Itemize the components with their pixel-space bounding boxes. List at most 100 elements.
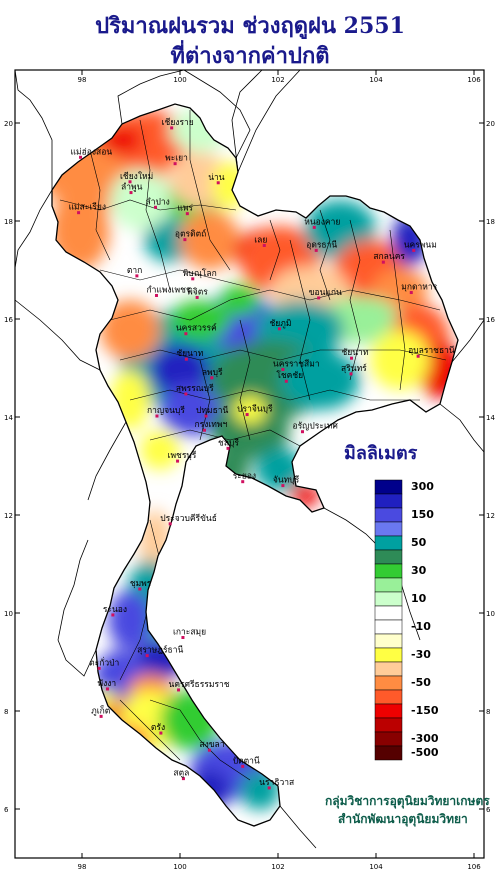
- province-boundary: [189, 110, 231, 271]
- station-marker: [135, 274, 139, 278]
- place-label: ชุมพร: [130, 579, 152, 589]
- map-frame: [14, 69, 485, 859]
- place-label: แม่สะเรียง: [69, 202, 106, 213]
- neighbor-border: [117, 69, 185, 125]
- station-marker: [314, 248, 318, 252]
- station-marker: [226, 446, 230, 450]
- lat-label-right: 6: [486, 806, 491, 814]
- rainfall-contour: [110, 110, 190, 170]
- station-marker: [168, 522, 172, 526]
- color-legend: 300 150 50 30 10 -10 -30 -50 -150 -300-500: [374, 479, 439, 761]
- neighbor-border: [183, 69, 251, 159]
- legend-swatch: [374, 633, 403, 649]
- legend-swatch: [374, 521, 403, 537]
- province-boundary: [109, 289, 441, 321]
- place-label: นครศรีธรรมราช: [169, 679, 230, 690]
- place-label: อุดรธานี: [306, 239, 337, 250]
- rainfall-contour: [234, 396, 266, 424]
- legend-swatch: [374, 591, 403, 607]
- legend-unit: มิลลิเมตร: [344, 443, 418, 464]
- place-label: โชคชัย: [276, 370, 303, 381]
- station-marker: [97, 666, 101, 670]
- neighbor-border: [57, 639, 97, 677]
- place-label: นครราชสีมา: [273, 358, 320, 369]
- place-label: เชียงใหม่: [120, 171, 153, 182]
- station-marker: [77, 211, 81, 215]
- place-label: ระนอง: [103, 605, 127, 615]
- legend-label: 30: [411, 564, 427, 577]
- station-marker: [170, 126, 174, 130]
- place-label: ลพบุรี: [202, 367, 223, 378]
- rainfall-contour: [170, 300, 230, 340]
- province-boundary: [149, 429, 301, 447]
- neighbor-border: [279, 805, 317, 849]
- legend-label: 50: [411, 536, 427, 549]
- legend-label: -150: [411, 704, 439, 717]
- station-marker: [262, 244, 266, 247]
- province-boundary: [119, 699, 181, 761]
- station-marker: [181, 777, 185, 781]
- lat-label-right: 12: [486, 512, 495, 520]
- place-label: นราธิวาส: [259, 778, 295, 788]
- station-marker: [281, 484, 285, 488]
- station-marker: [284, 379, 288, 383]
- legend-swatch: [374, 647, 403, 663]
- place-label: สตูล: [173, 769, 189, 779]
- rainfall-contour: [256, 448, 304, 492]
- station-marker: [350, 356, 353, 360]
- station-marker: [204, 414, 208, 418]
- station-marker: [349, 372, 353, 376]
- station-marker: [111, 613, 115, 617]
- legend-label: -300: [411, 732, 439, 745]
- station-marker: [145, 654, 149, 658]
- rainfall-contour: [291, 483, 319, 507]
- place-label: จันทบุรี: [273, 475, 300, 486]
- place-label: พังงา: [97, 679, 116, 689]
- legend-label: 300: [411, 480, 434, 493]
- station-marker: [159, 731, 163, 735]
- place-label: เพชรบุรี: [168, 450, 197, 461]
- lon-label-bottom: 102: [271, 863, 284, 871]
- station-marker: [176, 459, 180, 463]
- place-label: ลำปาง: [146, 197, 170, 207]
- station-marker: [99, 714, 103, 718]
- rainfall-contour: [100, 300, 160, 360]
- place-label: อรัญประเทศ: [293, 422, 339, 432]
- station-marker: [191, 277, 195, 281]
- lat-label-left: 14: [4, 414, 13, 422]
- lat-label-right: 20: [486, 120, 495, 128]
- lat-label-left: 12: [4, 512, 13, 520]
- legend-swatch: [374, 605, 403, 621]
- legend-swatch: [374, 745, 403, 761]
- legend-label: -10: [411, 620, 431, 633]
- province-boundary: [129, 389, 420, 401]
- lon-label-bottom: 104: [369, 863, 383, 871]
- place-label: แม่ฮ่องสอน: [71, 147, 113, 157]
- neighbor-border: [14, 299, 101, 371]
- map-subtitle: ที่ต่างจากค่าปกติ: [170, 43, 330, 69]
- lat-label-right: 18: [486, 218, 495, 226]
- lon-label-bottom: 106: [467, 863, 481, 871]
- rainfall-contour: [108, 590, 152, 650]
- province-boundary: [139, 119, 171, 291]
- place-label: พิจิตร: [187, 287, 208, 297]
- rainfall-contour: [170, 108, 230, 152]
- province-boundary: [99, 269, 261, 291]
- lat-label-left: 6: [4, 806, 9, 814]
- province-boundary: [349, 219, 361, 381]
- legend-swatch: [374, 493, 403, 509]
- neighbor-border: [323, 507, 421, 641]
- rainfall-contour: [150, 344, 210, 396]
- rainfall-contour: [370, 330, 430, 390]
- place-label: ระยอง: [233, 472, 256, 482]
- lon-label-bottom: 100: [173, 863, 186, 871]
- place-label: มุกดาหาร: [401, 283, 437, 293]
- lat-label-left: 18: [4, 218, 13, 226]
- lat-label-left: 16: [4, 316, 13, 324]
- legend-label: 150: [411, 508, 434, 521]
- place-label: กรุงเทพฯ: [195, 420, 228, 430]
- legend-swatch: [374, 675, 403, 691]
- lat-label-right: 10: [486, 610, 495, 618]
- station-marker: [79, 155, 83, 159]
- neighbor-border: [14, 189, 53, 269]
